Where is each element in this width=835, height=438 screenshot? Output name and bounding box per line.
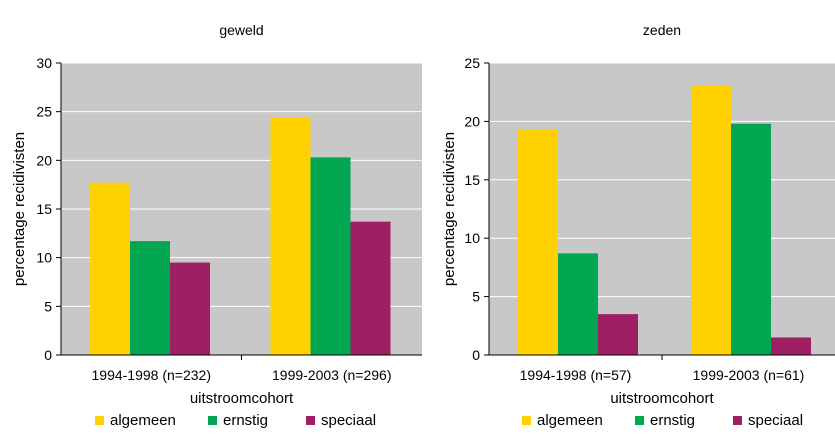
y-tick-label: 15 — [464, 172, 480, 188]
chart-panel-1: 0 5 10 15 20 25 30 1994-1998 (n=232) 1999-2003 (… — [11, 22, 422, 429]
legend-label-ernstig: ernstig — [223, 412, 268, 429]
y-tick-label: 5 — [472, 289, 480, 305]
bar-ernstig-1 — [130, 241, 170, 355]
legend-label-algemeen: algemeen — [110, 412, 176, 429]
legend-swatch-speciaal — [733, 416, 742, 425]
legend-label-algemeen: algemeen — [537, 412, 603, 429]
bar-algemeen-2 — [691, 85, 731, 355]
legend-swatch-algemeen — [522, 416, 531, 425]
y-tick-label: 0 — [44, 347, 52, 363]
y-axis-label: percentage recidivisten — [441, 132, 458, 286]
x-axis-label: uitstroomcohort — [190, 390, 294, 407]
y-tick-label: 10 — [464, 230, 480, 246]
legend-label-ernstig: ernstig — [650, 412, 695, 429]
legend: algemeen ernstig speciaal — [522, 412, 803, 429]
bar-speciaal-1 — [598, 314, 638, 355]
y-tick-label: 25 — [36, 104, 52, 120]
x-tick-label: 1994-1998 (n=232) — [92, 367, 212, 383]
legend-swatch-algemeen — [95, 416, 104, 425]
bar-ernstig-1 — [558, 253, 598, 355]
legend-swatch-speciaal — [306, 416, 315, 425]
y-tick-label: 20 — [464, 113, 480, 129]
x-tick-label: 1999-2003 (n=61) — [693, 367, 805, 383]
bar-speciaal-2 — [350, 221, 391, 355]
bar-speciaal-2 — [771, 337, 811, 355]
legend: algemeen ernstig speciaal — [95, 412, 376, 429]
y-axis-label: percentage recidivisten — [11, 132, 28, 286]
legend-swatch-ernstig — [208, 416, 217, 425]
y-tick-label: 15 — [36, 201, 52, 217]
bar-algemeen-1 — [518, 129, 558, 355]
x-tick-label: 1999-2003 (n=296) — [272, 367, 392, 383]
bar-ernstig-2 — [310, 157, 351, 355]
chart-panel-2: 0 5 10 15 20 25 1994-1998 (n=57) 1999-2003 (n=6… — [441, 22, 835, 429]
y-tick-label: 30 — [36, 55, 52, 71]
x-axis-label: uitstroomcohort — [610, 390, 714, 407]
legend-swatch-ernstig — [635, 416, 644, 425]
y-tick-label: 20 — [36, 152, 52, 168]
chart-title: geweld — [219, 22, 263, 38]
bar-ernstig-2 — [731, 123, 771, 356]
y-tick-label: 10 — [36, 250, 52, 266]
bar-algemeen-1 — [90, 182, 130, 355]
x-tick-label: 1994-1998 (n=57) — [520, 367, 632, 383]
bar-speciaal-1 — [170, 262, 210, 355]
bar-algemeen-2 — [270, 117, 311, 355]
y-tick-label: 5 — [44, 298, 52, 314]
y-tick-label: 25 — [464, 55, 480, 71]
y-tick-label: 0 — [472, 347, 480, 363]
legend-label-speciaal: speciaal — [748, 412, 803, 429]
legend-label-speciaal: speciaal — [321, 412, 376, 429]
chart-title: zeden — [643, 22, 681, 38]
